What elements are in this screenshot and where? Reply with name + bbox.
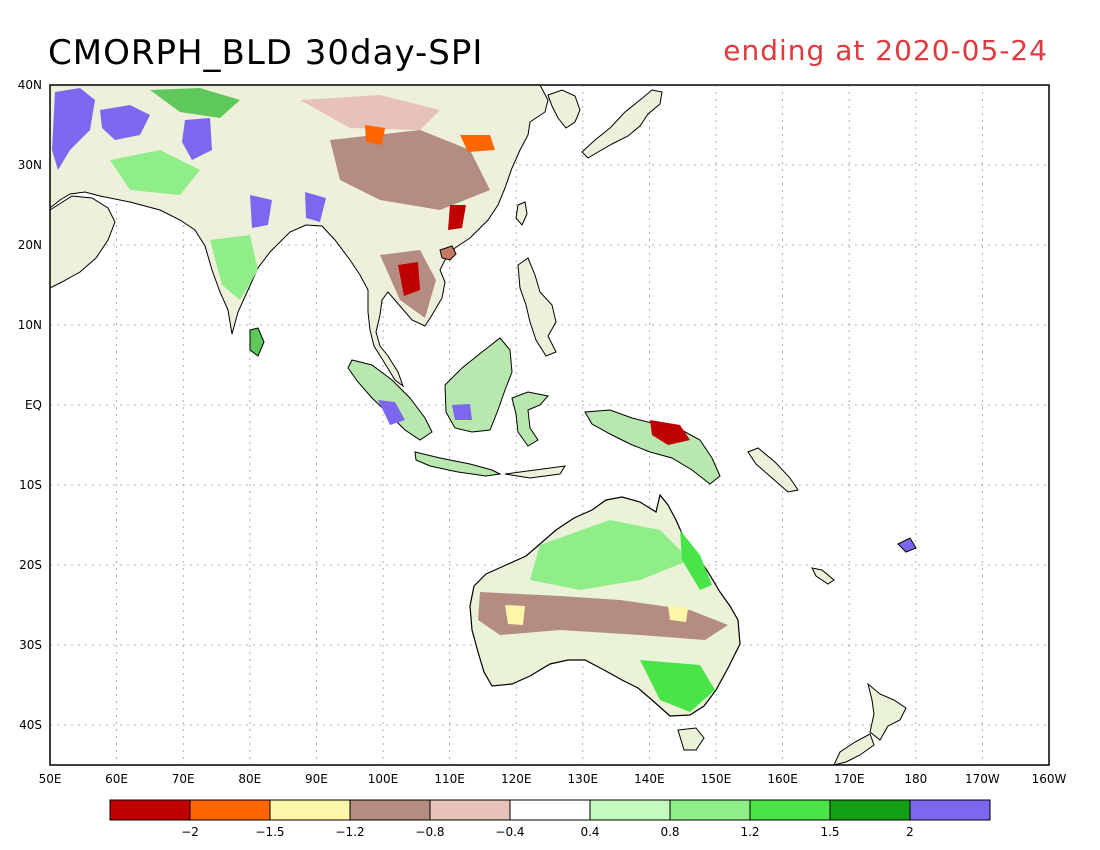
colorbar-swatch xyxy=(829,799,911,821)
dry-patch-red-1 xyxy=(448,205,466,230)
colorbar-swatch xyxy=(909,799,991,821)
land-layer xyxy=(49,84,917,766)
taiwan-island xyxy=(515,201,528,226)
colorbar-swatch xyxy=(749,799,831,821)
japan-islands xyxy=(581,89,663,159)
lat-label: 40S xyxy=(19,718,42,732)
wet-patch-green-1 xyxy=(150,88,240,118)
lon-label: 130E xyxy=(568,772,599,786)
colorbar-swatch xyxy=(589,799,671,821)
lon-label: 70E xyxy=(172,772,195,786)
colorbar-label: 0.4 xyxy=(580,825,599,839)
wet-patch-borneo-blue xyxy=(452,404,472,420)
lon-label: 110E xyxy=(434,772,465,786)
lon-label: 120E xyxy=(501,772,532,786)
lon-label: 60E xyxy=(105,772,128,786)
dry-patch-indochina-red xyxy=(398,262,420,296)
sulawesi-island xyxy=(511,391,549,447)
colorbar-label: −1.2 xyxy=(335,825,364,839)
colorbar-swatch xyxy=(429,799,511,821)
wet-patch-aus-east xyxy=(680,530,712,590)
wet-patch-sumatra-blue xyxy=(378,400,405,425)
wet-patch-himalaya xyxy=(250,195,272,228)
spi-colorbar: −2 −1.5 −1.2 −0.8 −0.4 0.4 0.8 1.2 1.5 2 xyxy=(109,799,991,839)
lon-label: 140E xyxy=(634,772,665,786)
lon-label: 170W xyxy=(965,772,1000,786)
lon-label: 170E xyxy=(834,772,865,786)
solomon-islands xyxy=(747,447,799,493)
lat-label: 10S xyxy=(19,478,42,492)
lat-label: 10N xyxy=(18,318,42,332)
tasmania-island xyxy=(677,727,705,751)
fiji-islands xyxy=(897,537,917,553)
wet-patch-yunnan xyxy=(305,192,326,222)
colorbar-label: 1.2 xyxy=(740,825,759,839)
colorbar-swatch xyxy=(669,799,751,821)
lat-label: EQ xyxy=(25,398,42,412)
lat-label: 20S xyxy=(19,558,42,572)
map-subtitle: ending at 2020-05-24 xyxy=(723,34,1048,67)
dry-patch-orange-2 xyxy=(365,125,385,145)
lesser-sunda-islands xyxy=(504,465,566,479)
new-caledonia xyxy=(811,567,835,585)
hainan-island xyxy=(439,245,457,261)
latitude-labels: 40N 30N 20N 10N EQ 10S 20S 30S 40S xyxy=(18,78,42,732)
wet-patch-green-3 xyxy=(210,235,258,300)
lat-label: 30S xyxy=(19,638,42,652)
sri-lanka-island xyxy=(249,327,265,357)
colorbar-label: −1.5 xyxy=(255,825,284,839)
new-guinea-island xyxy=(584,409,721,485)
longitude-labels: 50E 60E 70E 80E 90E 100E 110E 120E 130E 140E 150E 1… xyxy=(39,772,1067,786)
wet-patch-tibet xyxy=(52,88,95,170)
lat-label: 30N xyxy=(18,158,42,172)
lon-label: 160E xyxy=(767,772,798,786)
lon-label: 90E xyxy=(305,772,328,786)
colorbar-swatch xyxy=(189,799,271,821)
dry-patch-aus-yellow-1 xyxy=(505,605,525,625)
colorbar-label: 2 xyxy=(906,825,914,839)
dry-patch-png-red xyxy=(650,420,690,445)
colorbar-swatch xyxy=(349,799,431,821)
lon-label: 50E xyxy=(39,772,62,786)
dry-patch-china-1 xyxy=(330,130,490,210)
lat-label: 20N xyxy=(18,238,42,252)
dry-patch-aus-yellow-2 xyxy=(668,605,688,622)
wet-patch-central-asia xyxy=(182,118,212,160)
colorbar-label: −0.8 xyxy=(415,825,444,839)
colorbar-swatch xyxy=(509,799,591,821)
arabia-fragment xyxy=(49,195,116,289)
wet-patch-aus-north xyxy=(530,520,690,590)
colorbar-label: 0.8 xyxy=(660,825,679,839)
sumatra-island xyxy=(347,359,433,441)
lon-label: 80E xyxy=(238,772,261,786)
philippines-islands xyxy=(517,257,557,357)
colorbar-label: −2 xyxy=(181,825,199,839)
new-zealand-north-island xyxy=(867,682,907,741)
colorbar-label: −0.4 xyxy=(495,825,524,839)
spi-anomaly-patches xyxy=(52,88,728,712)
colorbar-swatch xyxy=(269,799,351,821)
dry-patch-aus-central xyxy=(478,592,728,640)
lon-label: 100E xyxy=(368,772,399,786)
map-frame xyxy=(49,84,1050,766)
wet-patch-green-2 xyxy=(110,150,200,195)
wet-patch-aus-south xyxy=(640,660,715,712)
lon-label: 180 xyxy=(904,772,927,786)
lon-label: 150E xyxy=(701,772,732,786)
dry-patch-orange-1 xyxy=(460,135,495,152)
map-panel: 40N 30N 20N 10N EQ 10S 20S 30S 40S 50E 60E 70E 80E 9… xyxy=(18,78,1067,786)
map-title: CMORPH_BLD 30day-SPI xyxy=(48,33,483,73)
dry-patch-china-2 xyxy=(300,95,440,130)
lat-label: 40N xyxy=(18,78,42,92)
lon-label: 160W xyxy=(1032,772,1067,786)
colorbar-label: 1.5 xyxy=(820,825,839,839)
wet-patch-tibet-2 xyxy=(100,105,150,140)
colorbar-swatch xyxy=(109,799,191,821)
new-zealand-south-island xyxy=(833,733,875,766)
korea-peninsula xyxy=(547,89,581,129)
java-island xyxy=(414,451,502,477)
